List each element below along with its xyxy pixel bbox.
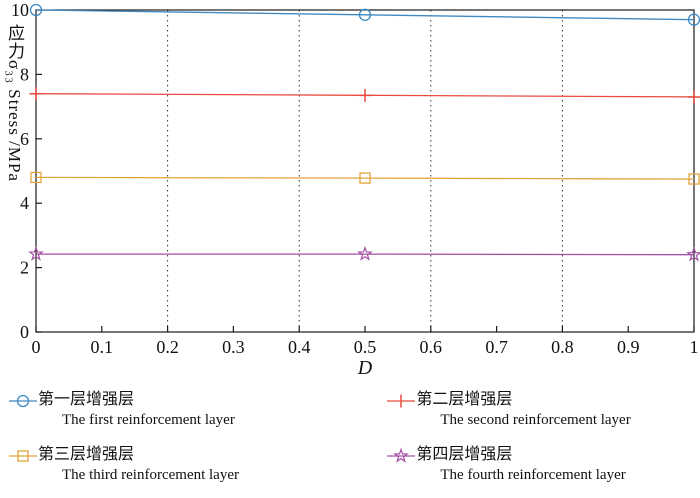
x-tick-label: 0.9 <box>617 337 640 357</box>
y-tick-label: 0 <box>20 322 29 342</box>
x-axis-label: D <box>357 357 373 379</box>
star-marker-icon <box>357 245 373 261</box>
legend-label-en: The fourth reinforcement layer <box>440 467 626 484</box>
x-tick-label: 0.3 <box>222 337 245 357</box>
x-tick-label: 0.1 <box>91 337 114 357</box>
circle-marker-icon <box>29 3 43 17</box>
x-tick-label: 0.2 <box>156 337 179 357</box>
legend-label-zh: 第三层增强层 <box>38 446 135 464</box>
series-line <box>35 176 695 180</box>
plus-marker-icon <box>386 391 416 411</box>
square-marker-icon <box>8 446 38 466</box>
plus-marker-icon <box>29 87 43 101</box>
star-marker-icon <box>386 446 416 466</box>
legend-item: 第三层增强层 The third reinforcement layer <box>8 445 386 485</box>
y-tick-label: 4 <box>20 193 29 213</box>
x-tick-label: 0.6 <box>420 337 443 357</box>
plot-border <box>35 9 695 333</box>
y-tick-label: 8 <box>20 64 29 84</box>
y-tick-label: 10 <box>11 0 29 20</box>
plus-marker-icon <box>358 88 372 102</box>
x-tick-label: 0.7 <box>485 337 508 357</box>
y-tick-label: 2 <box>20 258 29 278</box>
legend-item: 第四层增强层 The fourth reinforcement layer <box>386 445 696 485</box>
legend: 第一层增强层 The first reinforcement layer 第二层… <box>0 390 700 486</box>
circle-marker-icon <box>358 8 372 21</box>
circle-marker-icon <box>8 391 38 411</box>
x-tick-label: 0.4 <box>288 337 311 357</box>
plus-marker-icon <box>687 90 700 104</box>
series-line <box>35 9 695 21</box>
star-marker-icon <box>686 246 700 262</box>
x-tick-label: 0 <box>32 337 41 357</box>
legend-label-zh: 第二层增强层 <box>416 391 513 408</box>
legend-label-en: The second reinforcement layer <box>440 411 631 428</box>
y-tick-label: 6 <box>20 129 29 149</box>
square-marker-icon <box>30 171 42 184</box>
x-tick-label: 0.8 <box>551 337 574 357</box>
star-marker-icon <box>28 245 44 261</box>
square-marker-icon <box>688 173 700 185</box>
y-axis-label: 应力σ₃₃ Stress /MPa <box>5 24 24 182</box>
legend-label-zh: 第四层增强层 <box>416 446 513 464</box>
series-line <box>36 253 695 256</box>
legend-item: 第一层增强层 The first reinforcement layer <box>8 390 386 430</box>
legend-label-en: The third reinforcement layer <box>62 467 239 484</box>
square-marker-icon <box>359 172 371 184</box>
legend-label-en: The first reinforcement layer <box>62 411 235 428</box>
x-tick-label: 0.5 <box>354 337 377 357</box>
legend-label-zh: 第一层增强层 <box>38 391 135 408</box>
legend-item: 第二层增强层 The second reinforcement layer <box>386 390 696 430</box>
x-tick-label: 1 <box>690 337 699 357</box>
